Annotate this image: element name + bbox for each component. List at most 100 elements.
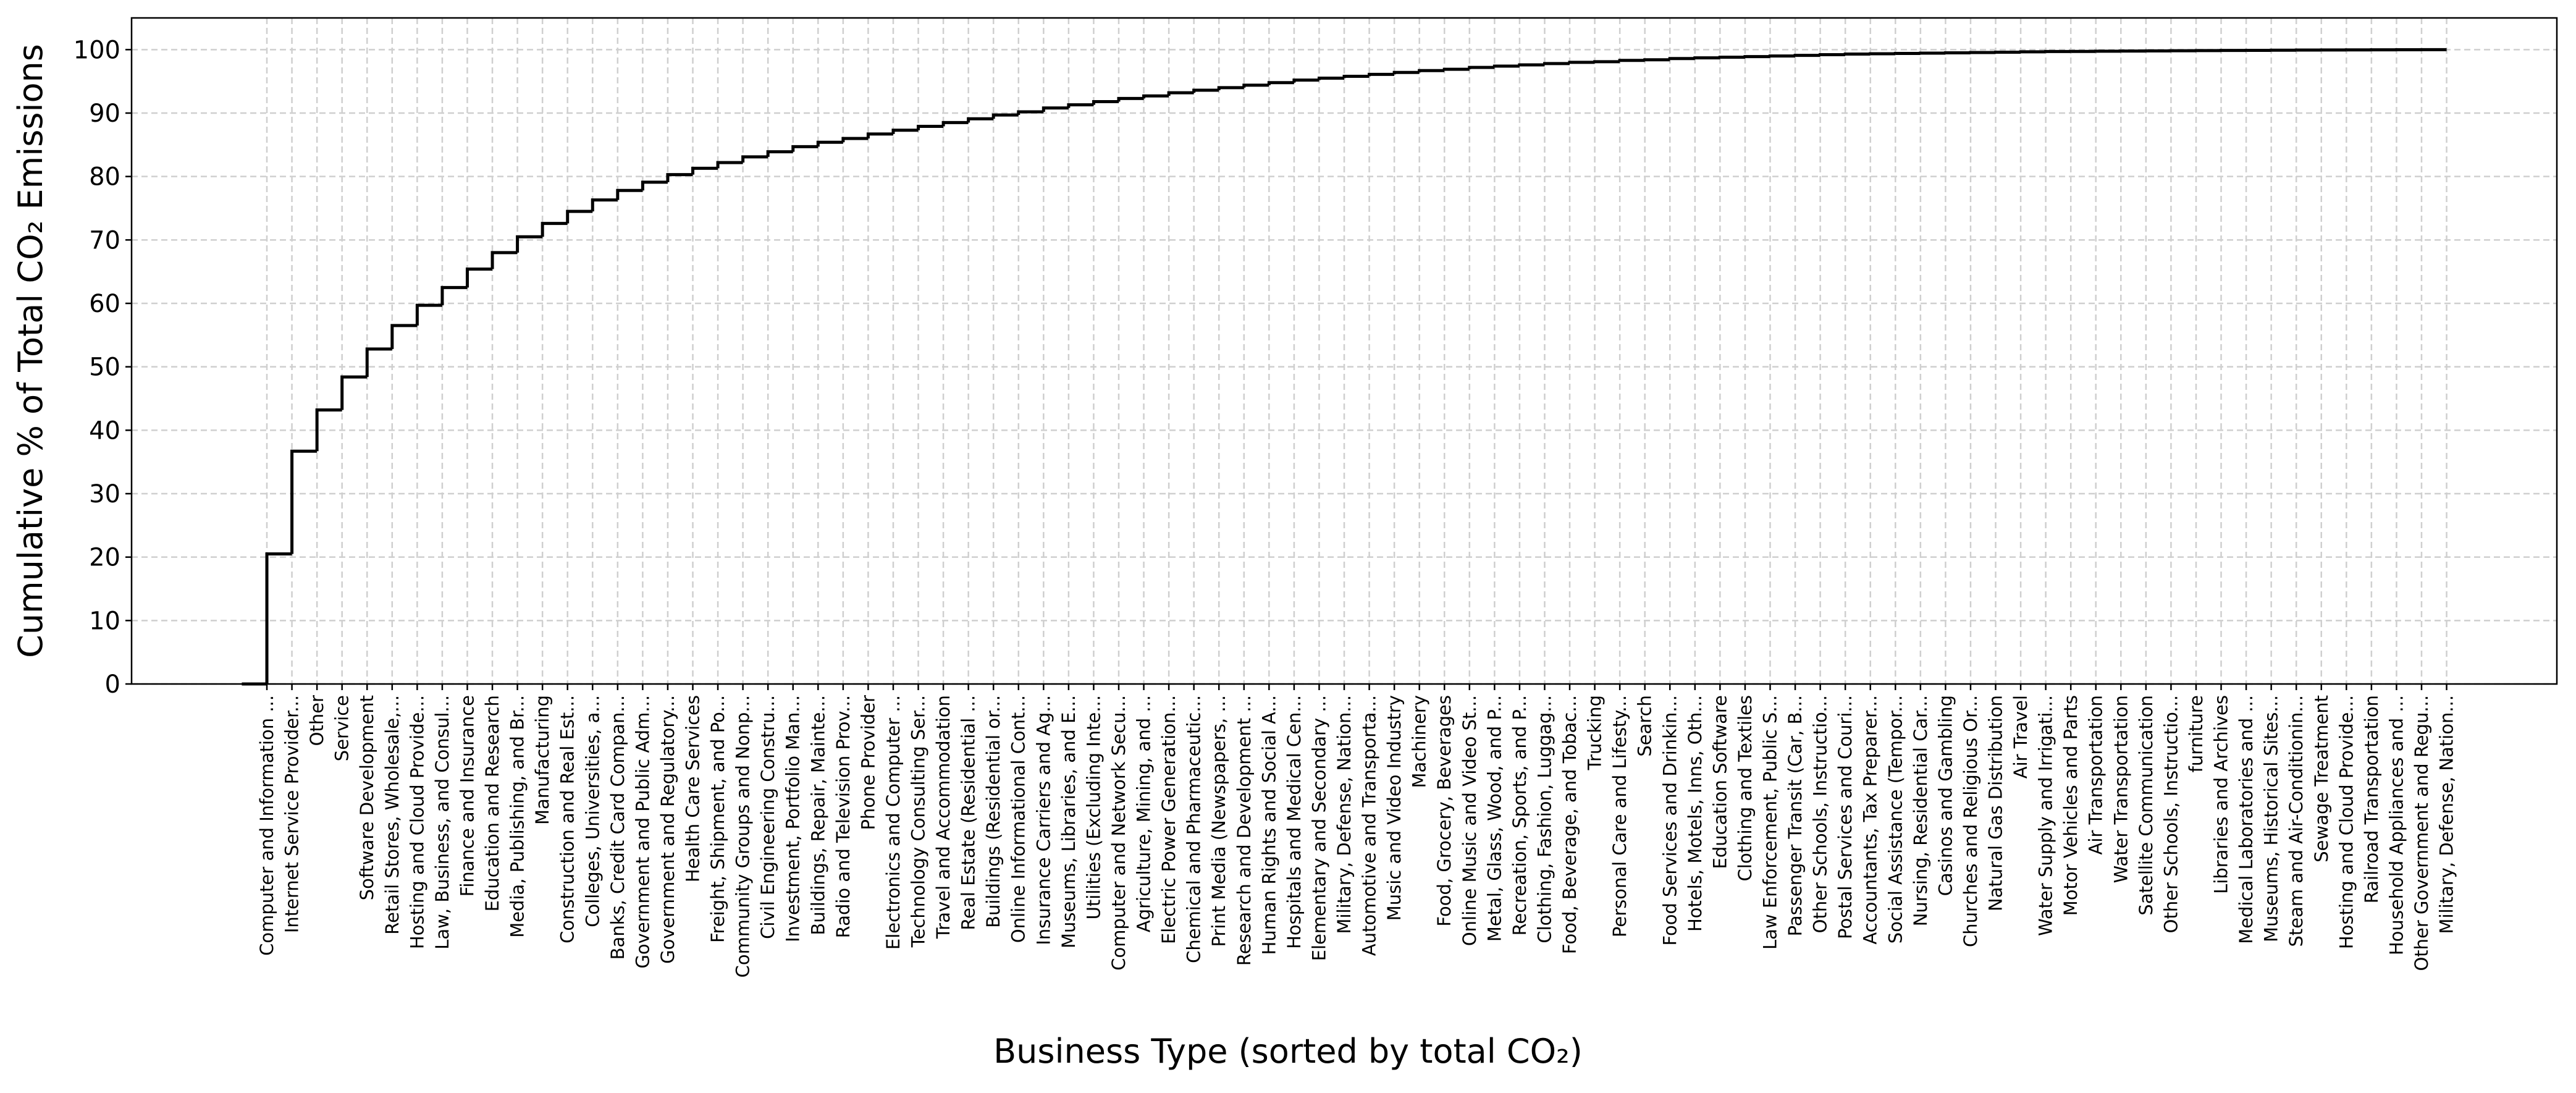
step-segment bbox=[315, 408, 342, 452]
x-tick-label: Casinos and Gambling bbox=[1935, 695, 1956, 896]
step-segment bbox=[390, 324, 418, 349]
step-segment bbox=[1192, 88, 1219, 93]
step-segment bbox=[1342, 74, 1370, 78]
x-tick-label: Online Informational Cont... bbox=[1008, 695, 1029, 943]
step-segment bbox=[917, 125, 944, 130]
x-tick-label: Food Services and Drinkin... bbox=[1659, 695, 1680, 946]
x-tick-label: Colleges, Universities, a... bbox=[582, 695, 603, 927]
step-segment bbox=[1392, 70, 1420, 75]
x-tick-label: Other bbox=[306, 695, 327, 746]
step-segment bbox=[2044, 49, 2071, 53]
x-tick-label: Household Appliances and ... bbox=[2386, 695, 2407, 955]
x-tick-label: Health Care Services bbox=[682, 695, 703, 882]
x-tick-label: Online Music and Video St... bbox=[1459, 695, 1480, 946]
x-tick-label: Buildings, Repair, Mainte... bbox=[807, 695, 828, 935]
step-segment bbox=[1368, 72, 1395, 77]
step-segment bbox=[1543, 62, 1570, 65]
x-tick-label: Hosting and Cloud Provide... bbox=[2336, 695, 2357, 949]
x-tick-label: Nursing, Residential Car... bbox=[1910, 695, 1931, 926]
step-segment bbox=[566, 209, 593, 224]
x-tick-label: Other Government and Regu... bbox=[2411, 695, 2432, 971]
y-tick-label: 30 bbox=[89, 480, 120, 509]
step-segment bbox=[1843, 53, 1871, 56]
x-tick-label: Museums, Libraries, and E... bbox=[1058, 695, 1079, 948]
step-segment bbox=[1518, 63, 1545, 67]
x-tick-label: Accountants, Tax Preparer... bbox=[1860, 695, 1881, 945]
step-segment bbox=[516, 235, 543, 253]
x-tick-label: Railroad Transportation bbox=[2361, 695, 2382, 903]
step-segment bbox=[1718, 56, 1745, 59]
x-tick-label: Research and Development ... bbox=[1234, 695, 1255, 966]
x-tick-label: Government and Public Adm... bbox=[632, 695, 653, 969]
step-segment bbox=[1267, 81, 1294, 85]
step-segment bbox=[991, 113, 1019, 119]
step-segment bbox=[1418, 69, 1445, 73]
x-tick-label: Libraries and Archives bbox=[2211, 695, 2232, 894]
x-tick-label: Trucking bbox=[1585, 695, 1606, 770]
y-tick-label: 60 bbox=[89, 290, 120, 318]
step-segment bbox=[1067, 103, 1094, 108]
step-segment bbox=[1693, 56, 1720, 60]
x-tick-label: Personal Care and Lifesty... bbox=[1609, 695, 1630, 937]
x-tick-label: Human Rights and Social A... bbox=[1258, 695, 1279, 955]
step-segment bbox=[716, 161, 743, 169]
x-tick-label: Clothing and Textiles bbox=[1735, 695, 1756, 881]
step-segment bbox=[1292, 78, 1320, 83]
x-tick-label: Elementary and Secondary ... bbox=[1308, 695, 1329, 961]
y-tick-label: 80 bbox=[89, 163, 120, 192]
x-tick-label: Computer and Network Secu... bbox=[1108, 695, 1129, 971]
x-tick-label: Travel and Accommodation bbox=[933, 695, 954, 939]
step-segment bbox=[1768, 54, 1796, 58]
x-tick-label: Museums, Historical Sites... bbox=[2261, 695, 2282, 942]
x-tick-label: Phone Provider bbox=[857, 695, 878, 830]
step-segment bbox=[365, 347, 392, 378]
x-tick-label: Automotive and Transporta... bbox=[1359, 695, 1380, 956]
step-segment bbox=[816, 140, 843, 147]
step-segment bbox=[1492, 64, 1520, 68]
x-tick-label: Internet Service Provider... bbox=[282, 695, 303, 933]
step-segment bbox=[1442, 67, 1470, 71]
x-tick-label: Recreation, Sports, and P... bbox=[1509, 695, 1530, 935]
step-segment bbox=[1317, 77, 1344, 80]
x-tick-label: Food, Grocery, Beverages bbox=[1434, 695, 1455, 927]
step-segment bbox=[1668, 57, 1695, 61]
step-segment bbox=[340, 375, 368, 410]
x-tick-label: Government and Regulatory... bbox=[657, 695, 678, 964]
x-tick-label: Clothing, Fashion, Luggag... bbox=[1534, 695, 1555, 943]
y-axis-label: Cumulative % of Total CO₂ Emissions bbox=[11, 44, 50, 658]
x-tick-label: Other Schools, Instructio... bbox=[2160, 695, 2181, 933]
x-tick-label: Air Travel bbox=[2010, 695, 2031, 779]
step-segment bbox=[616, 188, 643, 200]
x-tick-label: Hosting and Cloud Provide... bbox=[406, 695, 427, 949]
step-segment bbox=[791, 145, 819, 152]
step-segment bbox=[1167, 91, 1194, 96]
y-tick-label: 20 bbox=[89, 544, 120, 572]
step-segment bbox=[490, 251, 518, 269]
x-tick-label: Water Supply and Irrigati... bbox=[2035, 695, 2056, 936]
step-segment bbox=[741, 155, 768, 163]
step-segment bbox=[440, 285, 468, 306]
x-tick-label: Metal, Glass, Wood, and P... bbox=[1484, 695, 1505, 942]
x-tick-label: Law Enforcement, Public S... bbox=[1759, 695, 1780, 950]
step-segment bbox=[290, 449, 318, 554]
step-segment bbox=[1017, 110, 1044, 116]
step-segment bbox=[766, 150, 793, 157]
x-tick-label: Education and Research bbox=[482, 695, 503, 911]
x-tick-label: Utilities (Excluding Inte... bbox=[1083, 695, 1104, 919]
step-segment bbox=[1117, 96, 1144, 102]
step-segment bbox=[265, 552, 292, 684]
step-segment bbox=[1242, 83, 1269, 88]
y-tick-label: 90 bbox=[89, 99, 120, 128]
x-tick-label: Natural Gas Distribution bbox=[1985, 695, 2006, 911]
x-axis-label: Business Type (sorted by total CO₂) bbox=[993, 1032, 1583, 1071]
x-tick-label: Retail Stores, Wholesale,... bbox=[382, 695, 403, 935]
x-tick-label: Finance and Insurance bbox=[457, 695, 478, 897]
x-tick-label: Motor Vehicles and Parts bbox=[2060, 695, 2081, 916]
x-tick-label: Satellite Communication bbox=[2136, 695, 2157, 916]
step-segment bbox=[641, 180, 668, 191]
step-segment bbox=[591, 198, 618, 212]
x-tick-label: Food, Beverage, and Tobac... bbox=[1559, 695, 1580, 954]
step-segment bbox=[941, 120, 969, 127]
x-tick-label: Freight, Shipment, and Po... bbox=[707, 695, 728, 943]
